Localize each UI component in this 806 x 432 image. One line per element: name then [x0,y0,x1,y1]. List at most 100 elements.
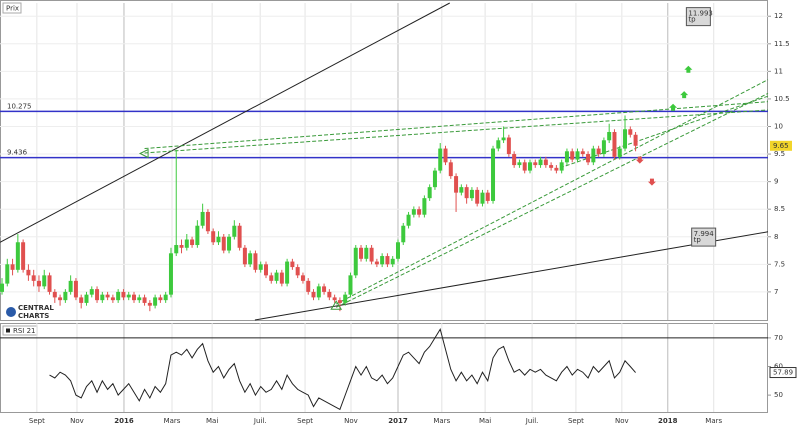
candle-body [533,162,538,166]
candle-body [168,253,173,295]
x-tick-label: Nov [615,417,629,425]
candle-body [36,280,41,287]
candle-body [142,297,147,303]
candle-body [385,256,390,265]
candle-body [184,239,189,248]
candle-body [543,159,548,166]
trendline [335,79,769,305]
candle-body [496,140,501,149]
candle-body [485,192,490,201]
x-tick-label: Sept [29,417,45,425]
candle-body [52,291,57,298]
candle-body [242,247,247,265]
y-tick-label: 10.5 [774,95,790,103]
candle-body [380,256,385,265]
rsi-last-label: 57.89 [773,369,793,377]
candle-body [205,211,210,232]
candle-body [311,291,316,298]
candle-body [42,275,47,287]
y-tick-label: 9 [774,178,778,186]
candle-body [448,162,453,177]
y-tick-label: 9.5 [774,150,785,158]
x-tick-label: Juil. [525,417,539,425]
candle-body [195,225,200,246]
y-tick-label: 8 [774,233,778,241]
candle-body [263,264,268,276]
candle-body [58,297,63,301]
candle-body [527,162,532,171]
candle-body [337,300,342,303]
candle-body [147,302,152,306]
candle-body [0,283,5,292]
candle-body [26,269,31,276]
candle-body [570,151,575,160]
signal [138,148,149,159]
candle-body [300,275,305,281]
candle-body [84,294,89,303]
target-label: tp [694,236,702,244]
candle-body [221,236,226,251]
x-tick-label: Mars [705,417,722,425]
candle-body [586,154,591,163]
candle-body [174,245,179,254]
y-tick-label: 8.5 [774,205,785,213]
trendline [335,92,769,308]
watermark: CHARTS [18,312,49,320]
candle-body [612,132,617,157]
target-value: 7.994 [694,230,715,238]
candle-body [633,134,638,146]
candle-body [512,154,517,166]
candle-body [10,264,15,270]
candle-body [269,275,274,281]
candle-body [137,297,142,301]
signal [669,103,678,111]
candle-body [390,258,395,265]
x-tick-label: Juil. [253,417,267,425]
candle-body [158,297,163,301]
candle-body [596,148,601,155]
candle-body [116,291,121,301]
candle-body [237,225,242,248]
candle-body [417,209,422,215]
candle-body [290,261,295,268]
candle-body [332,297,337,301]
y-tick-label: 11.5 [774,40,790,48]
y-tick-label: 10 [774,122,783,130]
candle-body [153,297,158,306]
candle-body [179,245,184,248]
candle-body [89,289,94,295]
y-tick-label: 12 [774,12,783,20]
candle-body [163,294,168,301]
x-tick-label: 2017 [388,417,408,425]
candle-body [348,275,353,295]
rsi-last-tag [769,367,797,379]
x-tick-label: Mars [164,417,181,425]
watermark-icon [6,307,16,317]
trendline [254,231,769,321]
x-tick-label: Sept [568,417,584,425]
candle-body [279,272,284,284]
candle-body [575,151,580,160]
candle-body [47,275,52,292]
candle-body [601,140,606,155]
candle-body [580,151,585,155]
candle-body [469,189,474,199]
last-price-label: 9.65 [773,142,789,150]
x-tick-label: Nov [344,417,358,425]
signal [330,300,343,310]
candle-body [406,214,411,226]
trendline [0,2,450,243]
x-tick-label: Nov [70,417,84,425]
rsi-panel [0,323,768,413]
candle-body [285,261,290,284]
level-label: 10.275 [7,102,32,110]
candle-body [63,291,68,301]
candle-body [607,132,612,141]
candle-body [454,176,459,193]
candle-body [522,162,527,171]
candle-body [274,272,279,281]
candle-body [258,264,263,270]
x-tick-label: 2016 [114,417,134,425]
candle-body [491,148,496,201]
